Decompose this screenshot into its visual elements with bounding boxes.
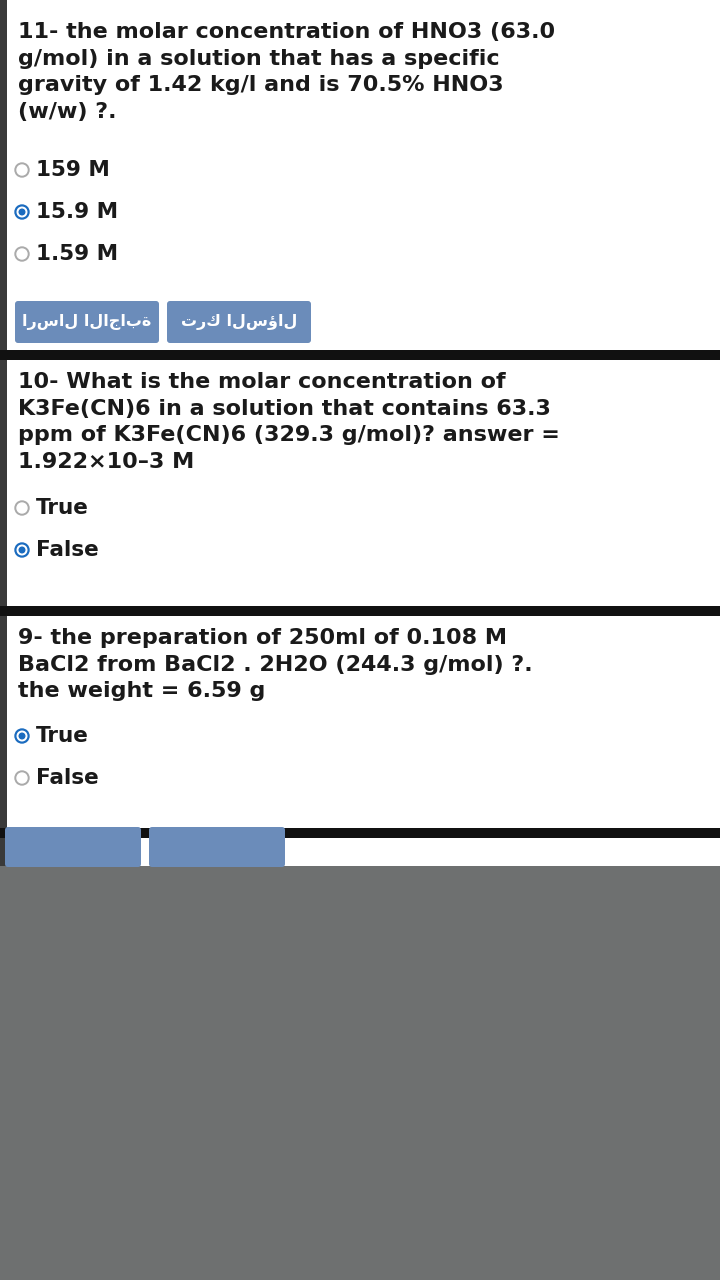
- Circle shape: [15, 247, 29, 261]
- Circle shape: [17, 731, 27, 741]
- Text: False: False: [36, 540, 99, 561]
- Circle shape: [17, 165, 27, 175]
- Text: ترك السؤال: ترك السؤال: [181, 314, 297, 330]
- Circle shape: [15, 771, 29, 785]
- Text: 10- What is the molar concentration of
K3Fe(CN)6 in a solution that contains 63.: 10- What is the molar concentration of K…: [18, 372, 560, 472]
- Circle shape: [15, 500, 29, 515]
- Circle shape: [15, 730, 29, 742]
- Circle shape: [19, 548, 24, 553]
- Circle shape: [19, 733, 24, 739]
- Circle shape: [17, 545, 27, 554]
- Circle shape: [15, 205, 29, 219]
- Circle shape: [19, 209, 24, 215]
- Bar: [0, 349, 720, 360]
- Circle shape: [17, 250, 27, 259]
- Circle shape: [17, 773, 27, 783]
- FancyBboxPatch shape: [167, 301, 311, 343]
- Text: ارسال الاجابة: ارسال الاجابة: [22, 314, 152, 330]
- Text: 9- the preparation of 250ml of 0.108 M
BaCl2 from BaCl2 . 2H2O (244.3 g/mol) ?.
: 9- the preparation of 250ml of 0.108 M B…: [18, 628, 533, 701]
- Text: 15.9 M: 15.9 M: [36, 202, 118, 221]
- FancyBboxPatch shape: [5, 827, 141, 867]
- Text: True: True: [36, 498, 89, 518]
- Text: False: False: [36, 768, 99, 788]
- Text: 159 M: 159 M: [36, 160, 110, 180]
- Bar: [0, 828, 720, 838]
- Text: True: True: [36, 726, 89, 746]
- FancyBboxPatch shape: [15, 301, 159, 343]
- Circle shape: [15, 163, 29, 177]
- Bar: [0, 0, 7, 1280]
- Circle shape: [17, 207, 27, 216]
- Circle shape: [15, 543, 29, 557]
- Circle shape: [17, 503, 27, 513]
- Bar: [0, 605, 720, 616]
- Text: 1.59 M: 1.59 M: [36, 244, 118, 264]
- Bar: [0, 867, 720, 1280]
- FancyBboxPatch shape: [149, 827, 285, 867]
- Text: 11- the molar concentration of HNO3 (63.0
g/mol) in a solution that has a specif: 11- the molar concentration of HNO3 (63.…: [18, 22, 555, 122]
